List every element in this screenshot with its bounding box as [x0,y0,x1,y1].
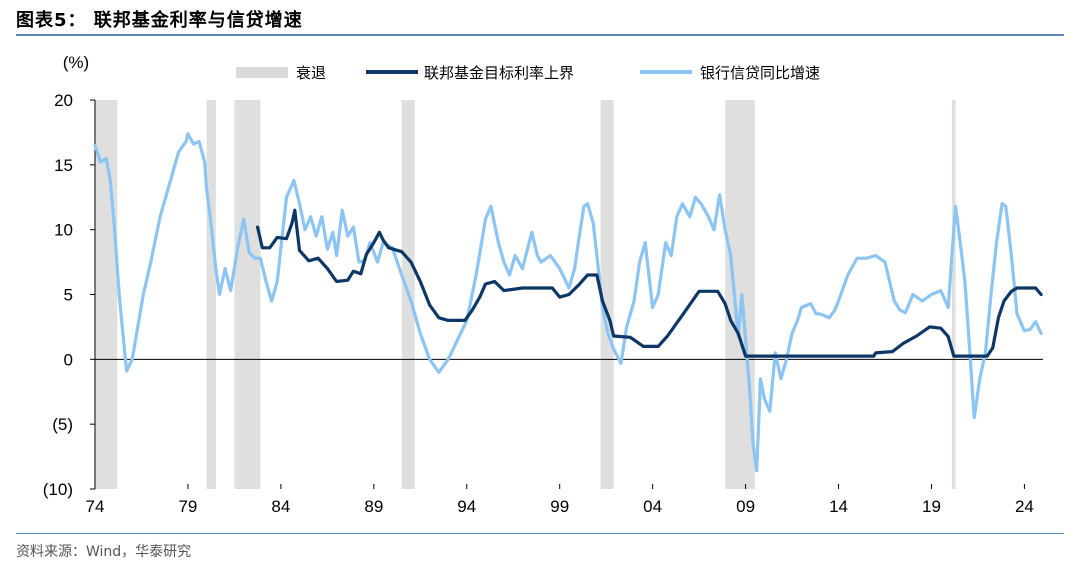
y-tick-label: 5 [64,286,73,305]
y-tick-label: 10 [54,221,73,240]
x-tick-label: 99 [550,497,569,516]
legend-item-recession: 衰退 [236,64,326,82]
x-tick-label: 04 [643,497,662,516]
legend: 衰退 联邦基金目标利率上界 银行信贷同比增速 [236,64,820,82]
series-layer [93,132,1043,473]
legend-label-credit: 银行信贷同比增速 [700,64,820,82]
recession-band-1 [206,100,216,489]
x-tick-label: 24 [1015,497,1034,516]
x-tick-label: 84 [271,497,290,516]
recession-band-5 [725,100,755,489]
series-line-fed-rate [256,208,1043,358]
x-tick-label: 19 [922,497,941,516]
bottom-rule [16,533,1064,534]
legend-swatch-recession [236,67,288,78]
x-tick-label: 89 [364,497,383,516]
x-tick-label: 74 [86,497,105,516]
y-tick-label: 15 [54,156,73,175]
top-rule [16,34,1064,36]
recession-band-2 [234,100,261,489]
legend-item-fed-rate: 联邦基金目标利率上界 [366,64,574,82]
y-tick-label: 20 [54,91,73,110]
x-tick-label: 14 [829,497,848,516]
x-tick-label: 09 [736,497,755,516]
legend-label-recession: 衰退 [296,64,326,82]
y-tick-label: (10) [43,480,73,499]
legend-item-credit: 银行信贷同比增速 [640,64,820,82]
legend-label-fed-rate: 联邦基金目标利率上界 [424,64,574,82]
y-axis-unit-label: (%) [63,53,89,72]
x-tick-label: 79 [178,497,197,516]
recession-bands [95,100,956,489]
source-note: 资料来源：Wind，华泰研究 [16,544,192,560]
x-tick-label: 94 [457,497,476,516]
axes: 20 15 10 5 0 (5) (10) 74 79 84 89 94 99 04 09 14 19 24 [43,91,1043,516]
recession-band-4 [600,100,614,489]
y-tick-label: 0 [64,350,73,369]
y-tick-label: (5) [52,415,73,434]
figure-title: 图表5： 联邦基金利率与信贷增速 [16,10,303,31]
recession-band-6 [951,100,956,489]
series-line-credit-growth [93,132,1043,473]
